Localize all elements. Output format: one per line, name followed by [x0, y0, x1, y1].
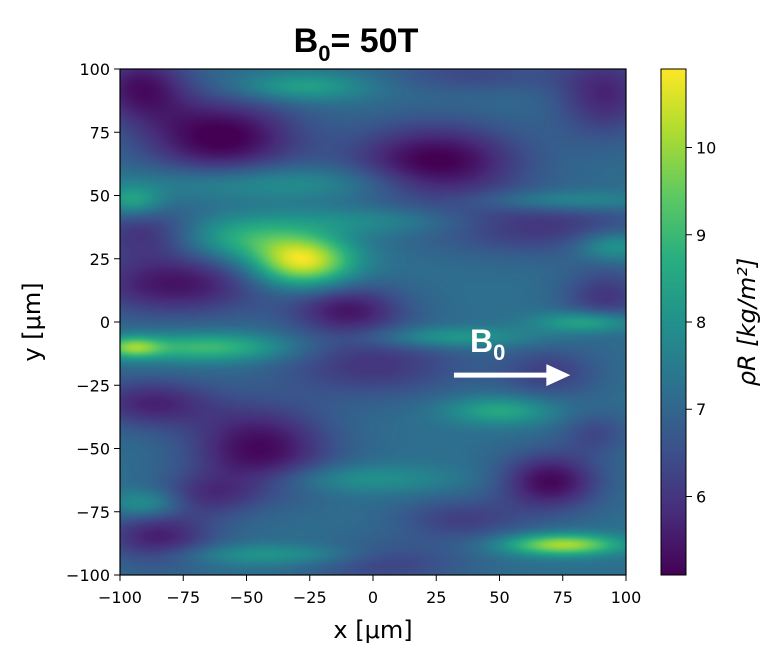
x-tick-label: −75 [166, 588, 200, 607]
colorbar-tick-label: 10 [696, 139, 716, 158]
x-tick-label: 50 [489, 588, 509, 607]
y-tick-label: −100 [66, 566, 110, 585]
y-tick-label: 100 [79, 60, 110, 79]
y-axis-ticks: −100 −75 −50 −25 0 25 50 75 100 [66, 60, 120, 585]
chart-title: B0= 50T [294, 22, 419, 66]
colorbar-tick-label: 7 [696, 400, 706, 419]
b0-arrow-head [546, 364, 571, 387]
colorbar-tick-label: 6 [696, 487, 706, 506]
x-tick-label: 25 [426, 588, 446, 607]
y-tick-label: 75 [90, 123, 110, 142]
y-tick-label: −25 [76, 376, 110, 395]
x-tick-label: −100 [98, 588, 142, 607]
x-tick-label: 0 [368, 588, 378, 607]
colorbar-label: ρR [kg/m²] [733, 258, 761, 386]
colorbar-tick-label: 8 [696, 313, 706, 332]
b0-field-annotation: B0 [453, 323, 571, 387]
x-tick-label: 75 [553, 588, 573, 607]
x-tick-label: −50 [230, 588, 264, 607]
x-axis-label: x [μm] [333, 616, 412, 644]
y-tick-label: −75 [76, 503, 110, 522]
y-tick-label: 25 [90, 250, 110, 269]
y-tick-label: 0 [100, 313, 110, 332]
x-axis-ticks: −100 −75 −50 −25 0 25 50 75 100 [98, 575, 641, 607]
colorbar [660, 68, 687, 576]
x-tick-label: −25 [293, 588, 327, 607]
colorbar-ticks: 6 7 8 9 10 [686, 139, 716, 506]
heatmap-image [120, 69, 626, 575]
y-tick-label: −50 [76, 440, 110, 459]
y-axis-label: y [μm] [18, 282, 46, 361]
y-tick-label: 50 [90, 187, 110, 206]
colorbar-tick-label: 9 [696, 226, 706, 245]
b0-annotation-label: B0 [470, 323, 505, 365]
x-tick-label: 100 [611, 588, 642, 607]
